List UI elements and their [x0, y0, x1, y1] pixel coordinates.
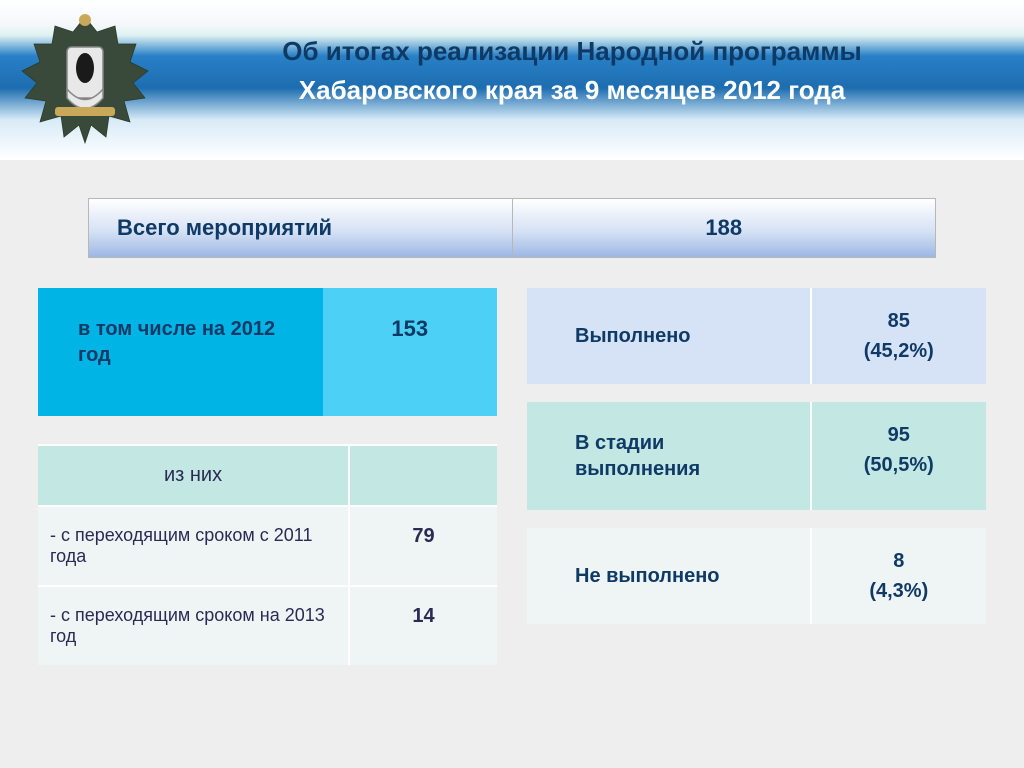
status-done: Выполнено 85 (45,2%) — [527, 288, 986, 384]
status-notdone: Не выполнено 8 (4,3%) — [527, 528, 986, 624]
table-row: - с переходящим сроком с 2011 года 79 — [38, 505, 497, 585]
breakdown-header: из них — [38, 446, 350, 505]
content-area: Всего мероприятий 188 в том числе на 201… — [0, 160, 1024, 665]
status-notdone-label: Не выполнено — [527, 528, 812, 624]
status-done-label: Выполнено — [527, 288, 812, 384]
total-label: Всего мероприятий — [89, 199, 513, 257]
row-value: 14 — [350, 587, 497, 665]
total-value: 188 — [513, 199, 936, 257]
year-2012-value: 153 — [323, 288, 497, 416]
left-column: в том числе на 2012 год 153 из них - с п… — [38, 288, 497, 665]
breakdown-table: из них - с переходящим сроком с 2011 год… — [38, 444, 497, 665]
right-column: Выполнено 85 (45,2%) В стадии выполнения… — [527, 288, 986, 665]
row-label: - с переходящим сроком на 2013 год — [38, 587, 350, 665]
row-label: - с переходящим сроком с 2011 года — [38, 507, 350, 585]
status-progress-value: 95 (50,5%) — [812, 402, 986, 510]
title-line-1: Об итогах реализации Народной программы — [160, 32, 984, 71]
table-row: - с переходящим сроком на 2013 год 14 — [38, 585, 497, 665]
total-row: Всего мероприятий 188 — [88, 198, 936, 258]
page-title: Об итогах реализации Народной программы … — [160, 0, 1024, 110]
status-done-value: 85 (45,2%) — [812, 288, 986, 384]
status-progress-label: В стадии выполнения — [527, 402, 812, 510]
row-value: 79 — [350, 507, 497, 585]
header-banner: Об итогах реализации Народной программы … — [0, 0, 1024, 160]
status-notdone-value: 8 (4,3%) — [812, 528, 986, 624]
year-2012-label: в том числе на 2012 год — [38, 288, 323, 416]
status-progress: В стадии выполнения 95 (50,5%) — [527, 402, 986, 510]
title-line-2: Хабаровского края за 9 месяцев 2012 года — [160, 71, 984, 110]
year-2012-row: в том числе на 2012 год 153 — [38, 288, 497, 416]
coat-of-arms-icon — [10, 5, 160, 155]
